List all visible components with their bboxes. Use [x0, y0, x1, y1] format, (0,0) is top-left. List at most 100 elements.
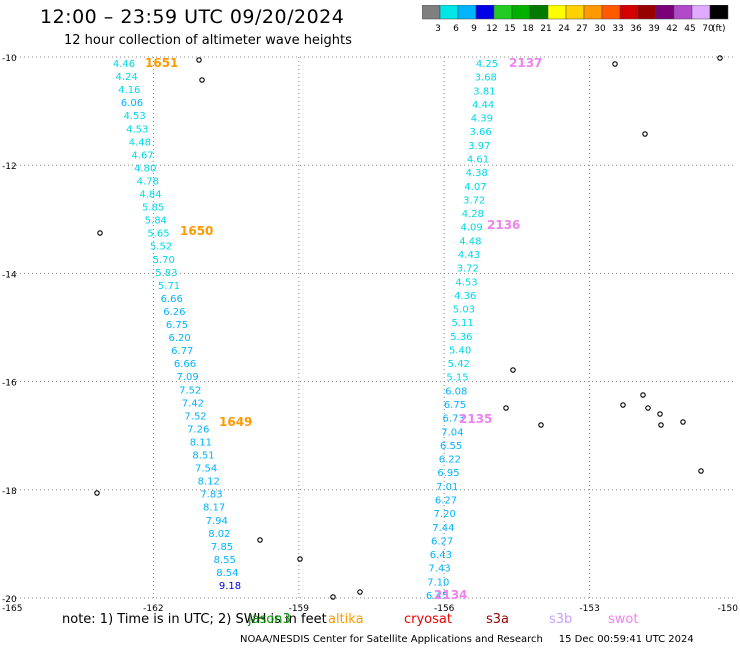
swh-value: 4.53 — [126, 124, 148, 135]
island-outline — [538, 422, 544, 428]
swh-value: 6.45 — [426, 591, 448, 602]
pass-label: 1649 — [219, 415, 252, 429]
swh-value: 4.61 — [467, 154, 489, 165]
island-outline — [510, 367, 516, 373]
island-outline — [642, 131, 648, 137]
swh-value: 7.83 — [200, 490, 222, 501]
longitude-label: -162 — [143, 604, 163, 614]
page-subtitle: 12 hour collection of altimeter wave hei… — [64, 33, 352, 48]
swh-value: 4.43 — [458, 250, 480, 261]
swh-value: 7.10 — [427, 577, 449, 588]
swh-value: 5.11 — [452, 318, 474, 329]
swh-value: 4.48 — [129, 137, 151, 148]
swh-value: 4.25 — [476, 59, 498, 70]
swh-value: 7.43 — [428, 564, 450, 575]
pass-label: 2136 — [487, 218, 520, 232]
islands — [94, 55, 723, 600]
legend-label: 30 — [594, 24, 606, 34]
latitude-label: -18 — [2, 487, 17, 497]
island-outline — [612, 61, 618, 67]
island-outline — [357, 589, 363, 595]
swh-value: 4.16 — [118, 85, 140, 96]
island-outline — [657, 411, 663, 417]
island-outline — [620, 402, 626, 408]
pass-label: 1651 — [145, 56, 178, 70]
swh-value: 6.06 — [121, 98, 143, 109]
swh-value: 5.65 — [147, 229, 169, 240]
swh-value: 5.70 — [153, 255, 175, 266]
swh-value: 8.51 — [192, 451, 214, 462]
longitude-label: -150 — [718, 604, 739, 614]
page-title: 12:00 – 23:59 UTC 09/20/2024 — [40, 6, 345, 28]
swh-value: 4.44 — [472, 100, 494, 111]
latitude-label: -10 — [2, 54, 17, 64]
legend-swatch — [709, 5, 729, 20]
swh-value: 8.12 — [198, 477, 220, 488]
island-outline — [645, 405, 651, 411]
legend-label: 24 — [558, 24, 570, 34]
swh-value: 5.52 — [150, 242, 172, 253]
swh-value: 3.97 — [468, 141, 490, 152]
longitude-label: -156 — [434, 604, 455, 614]
wave-height-map: -10 -12 -14 -16 -18 -20-165 -162 -159 -156 -153 -1… — [2, 54, 739, 614]
legend-label: (ft) — [712, 24, 726, 34]
swh-value: 6.75 — [166, 320, 188, 331]
swh-value: 3.66 — [469, 127, 491, 138]
swh-value: 7.01 — [436, 482, 458, 493]
swh-value: 3.72 — [457, 264, 479, 275]
swh-value: 4.67 — [131, 150, 153, 161]
longitude-label: -165 — [2, 604, 22, 614]
swh-value: 7.54 — [195, 464, 217, 475]
island-outline — [640, 392, 646, 398]
legend-label: 39 — [648, 24, 660, 34]
island-outline — [680, 419, 686, 425]
swh-value: 7.09 — [176, 372, 198, 383]
longitude-label: -159 — [289, 604, 310, 614]
legend-label: 36 — [630, 24, 642, 34]
legend-label: 18 — [522, 24, 534, 34]
swh-value: 5.83 — [155, 268, 177, 279]
swh-value: 7.94 — [206, 516, 228, 527]
island-outline — [503, 405, 509, 411]
note-line: note: 1) Time is in UTC; 2) SWH is in fe… — [62, 612, 638, 627]
swh-value: 5.36 — [450, 332, 472, 343]
footer-credit: NOAA/NESDIS Center for Satellite Applica… — [240, 634, 694, 645]
pass-label: 2137 — [509, 56, 542, 70]
latitude-label: -16 — [2, 379, 17, 389]
pass-label: 1650 — [180, 224, 213, 238]
satellite-legend-s3a: s3a — [486, 612, 510, 627]
swh-value: 6.08 — [445, 386, 467, 397]
swh-value: 4.09 — [460, 223, 482, 234]
swh-value: 6.73 — [443, 414, 465, 425]
swh-value: 3.68 — [475, 73, 497, 84]
swh-value: 7.52 — [184, 411, 206, 422]
legend-label: 42 — [666, 24, 677, 34]
timestamp-text: 15 Dec 00:59:41 UTC 2024 — [558, 634, 694, 645]
swh-value: 4.48 — [459, 236, 481, 247]
satellite-legend-jason3: jason3 — [248, 612, 291, 627]
swh-value: 3.81 — [473, 86, 495, 97]
swh-value: 6.95 — [437, 468, 459, 479]
island-outline — [658, 422, 664, 428]
swh-value: 6.66 — [174, 359, 196, 370]
swh-value: 5.85 — [142, 203, 164, 214]
swh-value: 6.27 — [431, 536, 453, 547]
legend-label: 9 — [471, 24, 477, 34]
legend-label: 70 — [702, 24, 714, 34]
island-outline — [257, 537, 263, 543]
legend-label: 21 — [540, 24, 551, 34]
swh-value: 4.36 — [454, 291, 476, 302]
latitude-label: -20 — [2, 595, 17, 605]
swh-value: 6.55 — [440, 441, 462, 452]
island-outline — [297, 556, 303, 562]
swh-value: 8.54 — [216, 568, 238, 579]
swh-value: 5.71 — [158, 281, 180, 292]
island-outline — [196, 57, 202, 63]
swh-value: 4.78 — [137, 176, 159, 187]
legend-label: 45 — [684, 24, 695, 34]
swh-value: 6.26 — [163, 307, 185, 318]
swh-value: 6.66 — [161, 294, 183, 305]
swh-value: 4.53 — [123, 111, 145, 122]
island-outline — [330, 594, 336, 600]
swh-value: 6.77 — [171, 346, 193, 357]
